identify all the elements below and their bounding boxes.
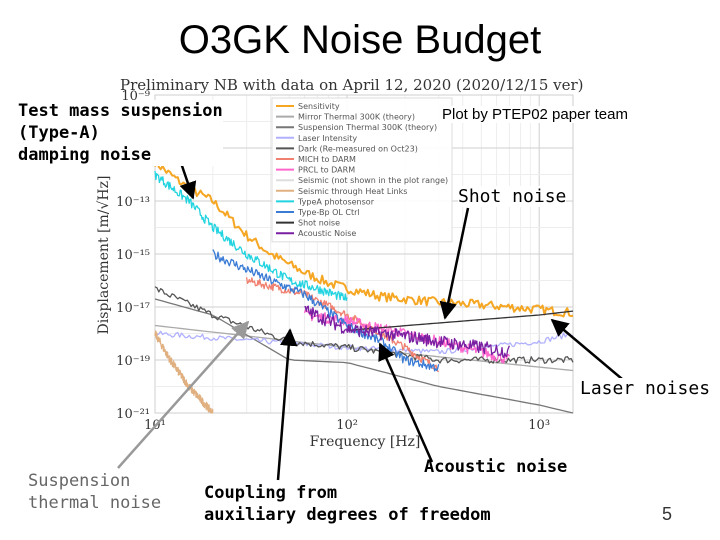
y-tick-label: 10⁻¹⁹ <box>116 354 150 369</box>
callout-line: Test mass suspension <box>18 101 223 121</box>
legend-label: Dark (Re-measured on Oct23) <box>298 144 418 153</box>
arrow-coupling <box>276 328 298 481</box>
callout-suspension-thermal: Suspension thermal noise <box>28 470 161 514</box>
legend-label: Laser Intensity <box>298 134 357 143</box>
y-tick-label: 10⁻²¹ <box>116 407 150 422</box>
legend-label: Seismic through Heat Links <box>298 187 407 196</box>
x-tick-label: 10³ <box>528 418 550 433</box>
legend-label: Seismic (not shown in the plot range) <box>298 176 448 185</box>
x-axis-label: Frequency [Hz] <box>310 434 421 450</box>
callout-coupling: Coupling from auxiliary degrees of freed… <box>204 482 491 526</box>
series-line <box>212 249 440 372</box>
callout-line: damping noise <box>18 145 152 165</box>
legend-label: Type-Bp OL Ctrl <box>297 208 360 217</box>
legend-label: Shot noise <box>298 219 340 228</box>
y-axis-label: Displacement [m/√Hz] <box>96 176 112 335</box>
arrow-shot-noise <box>439 207 470 320</box>
plot-credit: Plot by PTEP02 paper team <box>440 106 630 123</box>
series-line <box>154 298 574 414</box>
legend-label: Sensitivity <box>298 102 340 111</box>
arrow-laser-noises <box>550 318 629 385</box>
y-tick-label: 10⁻¹⁵ <box>116 248 150 263</box>
callout-line: auxiliary degrees of freedom <box>204 505 491 525</box>
y-tick-label: 10⁻¹⁷ <box>116 301 150 316</box>
chart-title: Preliminary NB with data on April 12, 20… <box>120 76 584 94</box>
series-line <box>154 158 574 318</box>
y-tick-label: 10⁻¹³ <box>116 195 150 210</box>
legend-label: MICH to DARM <box>298 155 356 164</box>
legend-label: PRCL to DARM <box>298 166 355 175</box>
legend-label: TypeA photosensor <box>297 197 375 206</box>
callout-line: (Type-A) <box>18 123 100 143</box>
page-number: 5 <box>662 504 673 524</box>
legend-label: Acoustic Noise <box>298 229 356 238</box>
callout-acoustic-noise: Acoustic noise <box>424 457 568 477</box>
series-line <box>245 277 439 373</box>
legend-label: Mirror Thermal 300K (theory) <box>298 113 415 122</box>
series-line <box>304 305 510 359</box>
arrow-suspension-damping <box>178 159 197 200</box>
callout-shot-noise: Shot noise <box>458 186 567 207</box>
arrow-suspension-thermal <box>117 320 250 469</box>
arrow-acoustic-noise <box>378 342 434 463</box>
x-tick-label: 10² <box>336 418 358 433</box>
callout-laser-noises: Laser noises <box>580 378 711 399</box>
series-line <box>154 330 214 414</box>
callout-suspension-damping: Test mass suspension (Type-A) damping no… <box>18 100 223 166</box>
series-line <box>347 310 574 332</box>
callout-line: Suspension <box>28 471 131 491</box>
callout-line: thermal noise <box>28 493 162 513</box>
legend-label: Suspension Thermal 300K (theory) <box>298 123 437 132</box>
callout-arrows <box>117 159 629 481</box>
legend-box <box>271 97 453 243</box>
callout-line: Coupling from <box>204 483 338 503</box>
slide-title: O3GK Noise Budget <box>178 18 542 62</box>
